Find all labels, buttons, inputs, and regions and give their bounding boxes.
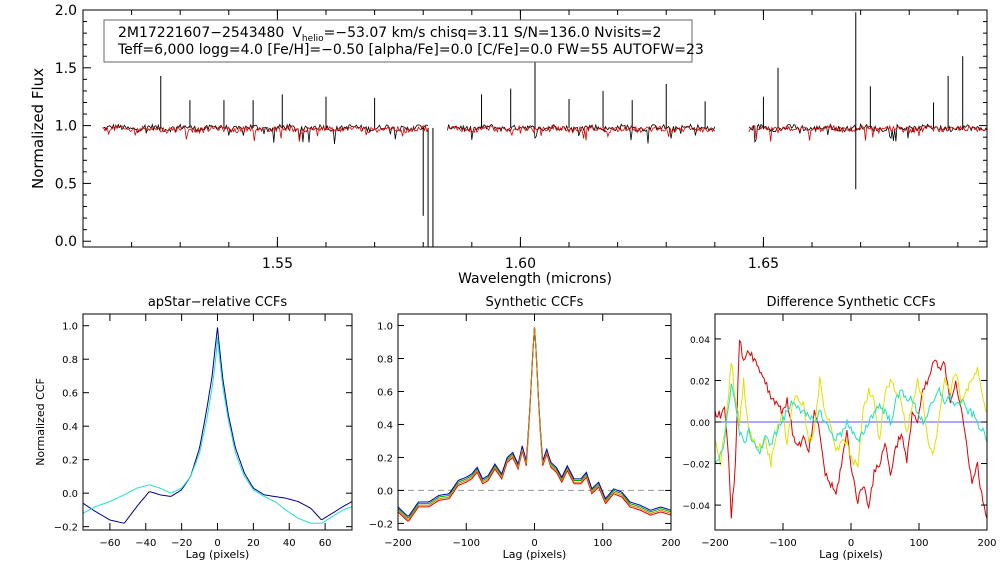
apstar-ccf-xtick-label: 20 <box>247 538 260 549</box>
synthetic-ccf-xlabel: Lag (pixels) <box>503 548 567 561</box>
apstar-ccf-series-1 <box>83 337 352 524</box>
difference-ccf-plot-area <box>715 339 987 519</box>
difference-ccf-series-2 <box>715 362 987 468</box>
difference-ccf-xtick-label: −200 <box>701 538 728 549</box>
synthetic-ccf-ytick-label: 0.0 <box>377 486 393 497</box>
spectrum-series-0 <box>102 122 987 145</box>
synthetic-ccf-ytick-label: 0.4 <box>377 420 393 431</box>
synthetic-ccf-plot-area <box>398 327 671 522</box>
apstar-ccf-ylabel: Normalized CCF <box>34 378 47 466</box>
apstar-ccf-ytick-label: 1.0 <box>62 322 78 333</box>
spectrum-xtick-label: 1.60 <box>505 256 536 272</box>
difference-ccf-panel: −0.04 −0.02 0.00 0.02 0.04 −200 −100 0 100 200 Dif… <box>682 295 996 561</box>
spectrum-series-1 <box>102 123 987 142</box>
synthetic-ccf-series-2 <box>398 327 671 517</box>
apstar-ccf-ytick-label: 0.4 <box>62 422 78 433</box>
apstar-ccf-ytick-label: 0.8 <box>62 355 78 366</box>
synthetic-ccf-ytick-label: 0.6 <box>377 387 393 398</box>
info-line-1: 2M17221607−2543480 Vhelio=−53.07 km/s chi… <box>118 25 661 44</box>
difference-ccf-ytick-label: 0.04 <box>690 336 710 346</box>
apstar-ccf-xtick-label: 0 <box>214 538 220 549</box>
apstar-ccf-plot-area <box>83 327 352 524</box>
synthetic-ccf-xtick-label: −100 <box>453 538 480 549</box>
difference-ccf-xlabel: Lag (pixels) <box>819 548 883 561</box>
synthetic-ccf-xtick-label: 0 <box>531 538 537 549</box>
spectrum-frame <box>82 9 988 248</box>
synthetic-ccf-title: Synthetic CCFs <box>486 295 584 310</box>
apstar-ccf-ytick-label: 0.2 <box>62 456 78 467</box>
difference-ccf-ytick-label: 0.00 <box>690 419 710 429</box>
difference-ccf-ytick-label: 0.02 <box>690 377 710 387</box>
synthetic-ccf-xtick-label: 200 <box>661 538 680 549</box>
apstar-ccf-xtick-label: −20 <box>171 538 192 549</box>
spectrum-ytick-label: 0.5 <box>55 176 77 192</box>
difference-ccf-title: Difference Synthetic CCFs <box>766 295 935 310</box>
spectrum-ytick-label: 1.5 <box>55 61 77 77</box>
synthetic-ccf-xtick-label: 100 <box>593 538 612 549</box>
apstar-ccf-series-0 <box>83 327 352 524</box>
apstar-ccf-ytick-label: 0.0 <box>62 489 78 500</box>
spectrum-axes: 0.0 0.5 1.0 1.5 2.0 1.55 1.60 1.65 Wavelength (m… <box>29 3 988 287</box>
synthetic-ccf-ytick-label: −0.2 <box>369 519 393 530</box>
spectrum-xlabel: Wavelength (microns) <box>458 271 612 287</box>
spectrum-ylabel: Normalized Flux <box>29 68 47 189</box>
info-line-1-values: =−53.07 km/s chisq=3.11 S/N=136.0 Nvisit… <box>324 25 662 41</box>
vhelio-subscript: helio <box>302 34 324 44</box>
apstar-ccf-frame <box>82 313 353 531</box>
apstar-ccf-xtick-label: −60 <box>99 538 120 549</box>
difference-ccf-ytick-label: −0.04 <box>682 502 710 512</box>
synthetic-ccf-series-3 <box>398 327 671 520</box>
difference-ccf-xtick-label: −100 <box>769 538 796 549</box>
difference-ccf-series-3 <box>715 383 987 465</box>
spectrum-info-box: 2M17221607−2543480 Vhelio=−53.07 km/s chi… <box>103 19 704 63</box>
synthetic-ccf-series-1 <box>398 327 671 519</box>
synthetic-ccf-series-0 <box>398 327 671 522</box>
synthetic-ccf-xtick-label: −200 <box>384 538 411 549</box>
apstar-ccf-panel: −0.2 0.0 0.2 0.4 0.6 0.8 1.0 −60 −40 −20 0 20 40 60 ap… <box>34 295 353 561</box>
synthetic-ccf-panel: −0.2 0.0 0.2 0.4 0.6 0.8 1.0 −200 −100 0 100 200 Syn… <box>369 295 681 561</box>
apstar-ccf-xtick-label: −40 <box>135 538 156 549</box>
spectrum-xtick-label: 1.65 <box>748 256 779 272</box>
vhelio-symbol: V <box>292 25 302 41</box>
info-line-2: Teff=6,000 logg=4.0 [Fe/H]=−0.50 [alpha/… <box>117 42 704 58</box>
difference-ccf-series-1 <box>715 339 987 519</box>
apstar-ccf-ytick-label: −0.2 <box>54 523 78 534</box>
difference-ccf-xtick-label: 200 <box>977 538 996 549</box>
synthetic-ccf-frame <box>397 313 672 531</box>
difference-ccf-xtick-label: 100 <box>909 538 928 549</box>
difference-ccf-ytick-label: −0.02 <box>682 461 710 471</box>
synthetic-ccf-ytick-label: 0.8 <box>377 355 393 366</box>
spectrum-ytick-label: 2.0 <box>55 3 77 19</box>
star-id: 2M17221607−2543480 <box>118 25 284 41</box>
spectrum-panel: 0.0 0.5 1.0 1.5 2.0 1.55 1.60 1.65 Wavelength (m… <box>29 3 988 287</box>
spectrum-data-layer <box>102 12 987 247</box>
spectrum-ytick-label: 0.0 <box>55 234 77 250</box>
apstar-ccf-xtick-label: 60 <box>319 538 332 549</box>
spectrum-ytick-label: 1.0 <box>55 119 77 135</box>
spectrum-xtick-label: 1.55 <box>262 256 293 272</box>
synthetic-ccf-ytick-label: 0.2 <box>377 453 393 464</box>
difference-ccf-xtick-label: 0 <box>848 538 854 549</box>
apstar-ccf-ytick-label: 0.6 <box>62 389 78 400</box>
synthetic-ccf-ytick-label: 1.0 <box>377 322 393 333</box>
apstar-ccf-xlabel: Lag (pixels) <box>186 548 250 561</box>
spectrum-plot-area <box>102 12 987 247</box>
apstar-ccf-title: apStar−relative CCFs <box>148 295 288 310</box>
apstar-ccf-xtick-label: 40 <box>283 538 296 549</box>
info-box-frame <box>103 19 693 63</box>
